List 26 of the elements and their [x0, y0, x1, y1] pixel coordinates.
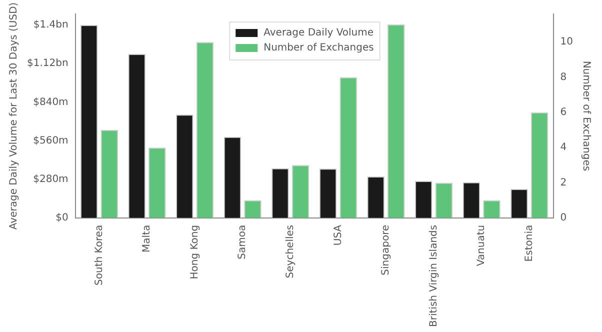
x-tick-label: Vanuatu [476, 224, 488, 266]
y2-tick-label: 6 [560, 107, 567, 118]
y2-tick-label: 10 [560, 36, 574, 48]
x-tick-label: British Virgin Islands [428, 224, 440, 328]
y2-tick-label: 2 [560, 177, 567, 188]
y-tick-label: $0 [56, 212, 68, 224]
y-tick-label: $840m [33, 96, 68, 108]
x-tick-label: Samoa [237, 224, 248, 260]
x-tick-label: USA [332, 224, 344, 246]
y-tick-label: $560m [33, 135, 68, 146]
y-tick-label: $1.4bn [33, 20, 68, 31]
x-tick-label: Estonia [524, 224, 535, 262]
legend-label: Number of Exchanges [264, 42, 374, 54]
y2-axis-title: Number of Exchanges [580, 60, 592, 172]
x-tick-label: Seychelles [284, 224, 296, 278]
y2-tick-label: 8 [560, 72, 567, 83]
x-tick-label: Hong Kong [189, 224, 200, 280]
y-tick-label: $1.12bn [26, 58, 68, 70]
y2-tick-label: 0 [560, 212, 567, 224]
y-axis-title: Average Daily Volume for Last 30 Days (USD) [8, 2, 20, 230]
y2-tick-label: 4 [560, 142, 567, 154]
x-tick-label: Singapore [380, 224, 392, 276]
x-tick-label: South Korea [94, 224, 105, 286]
y-tick-label: $280m [33, 174, 68, 185]
x-tick-label: Malta [142, 224, 153, 252]
legend-label: Average Daily Volume [264, 28, 374, 39]
